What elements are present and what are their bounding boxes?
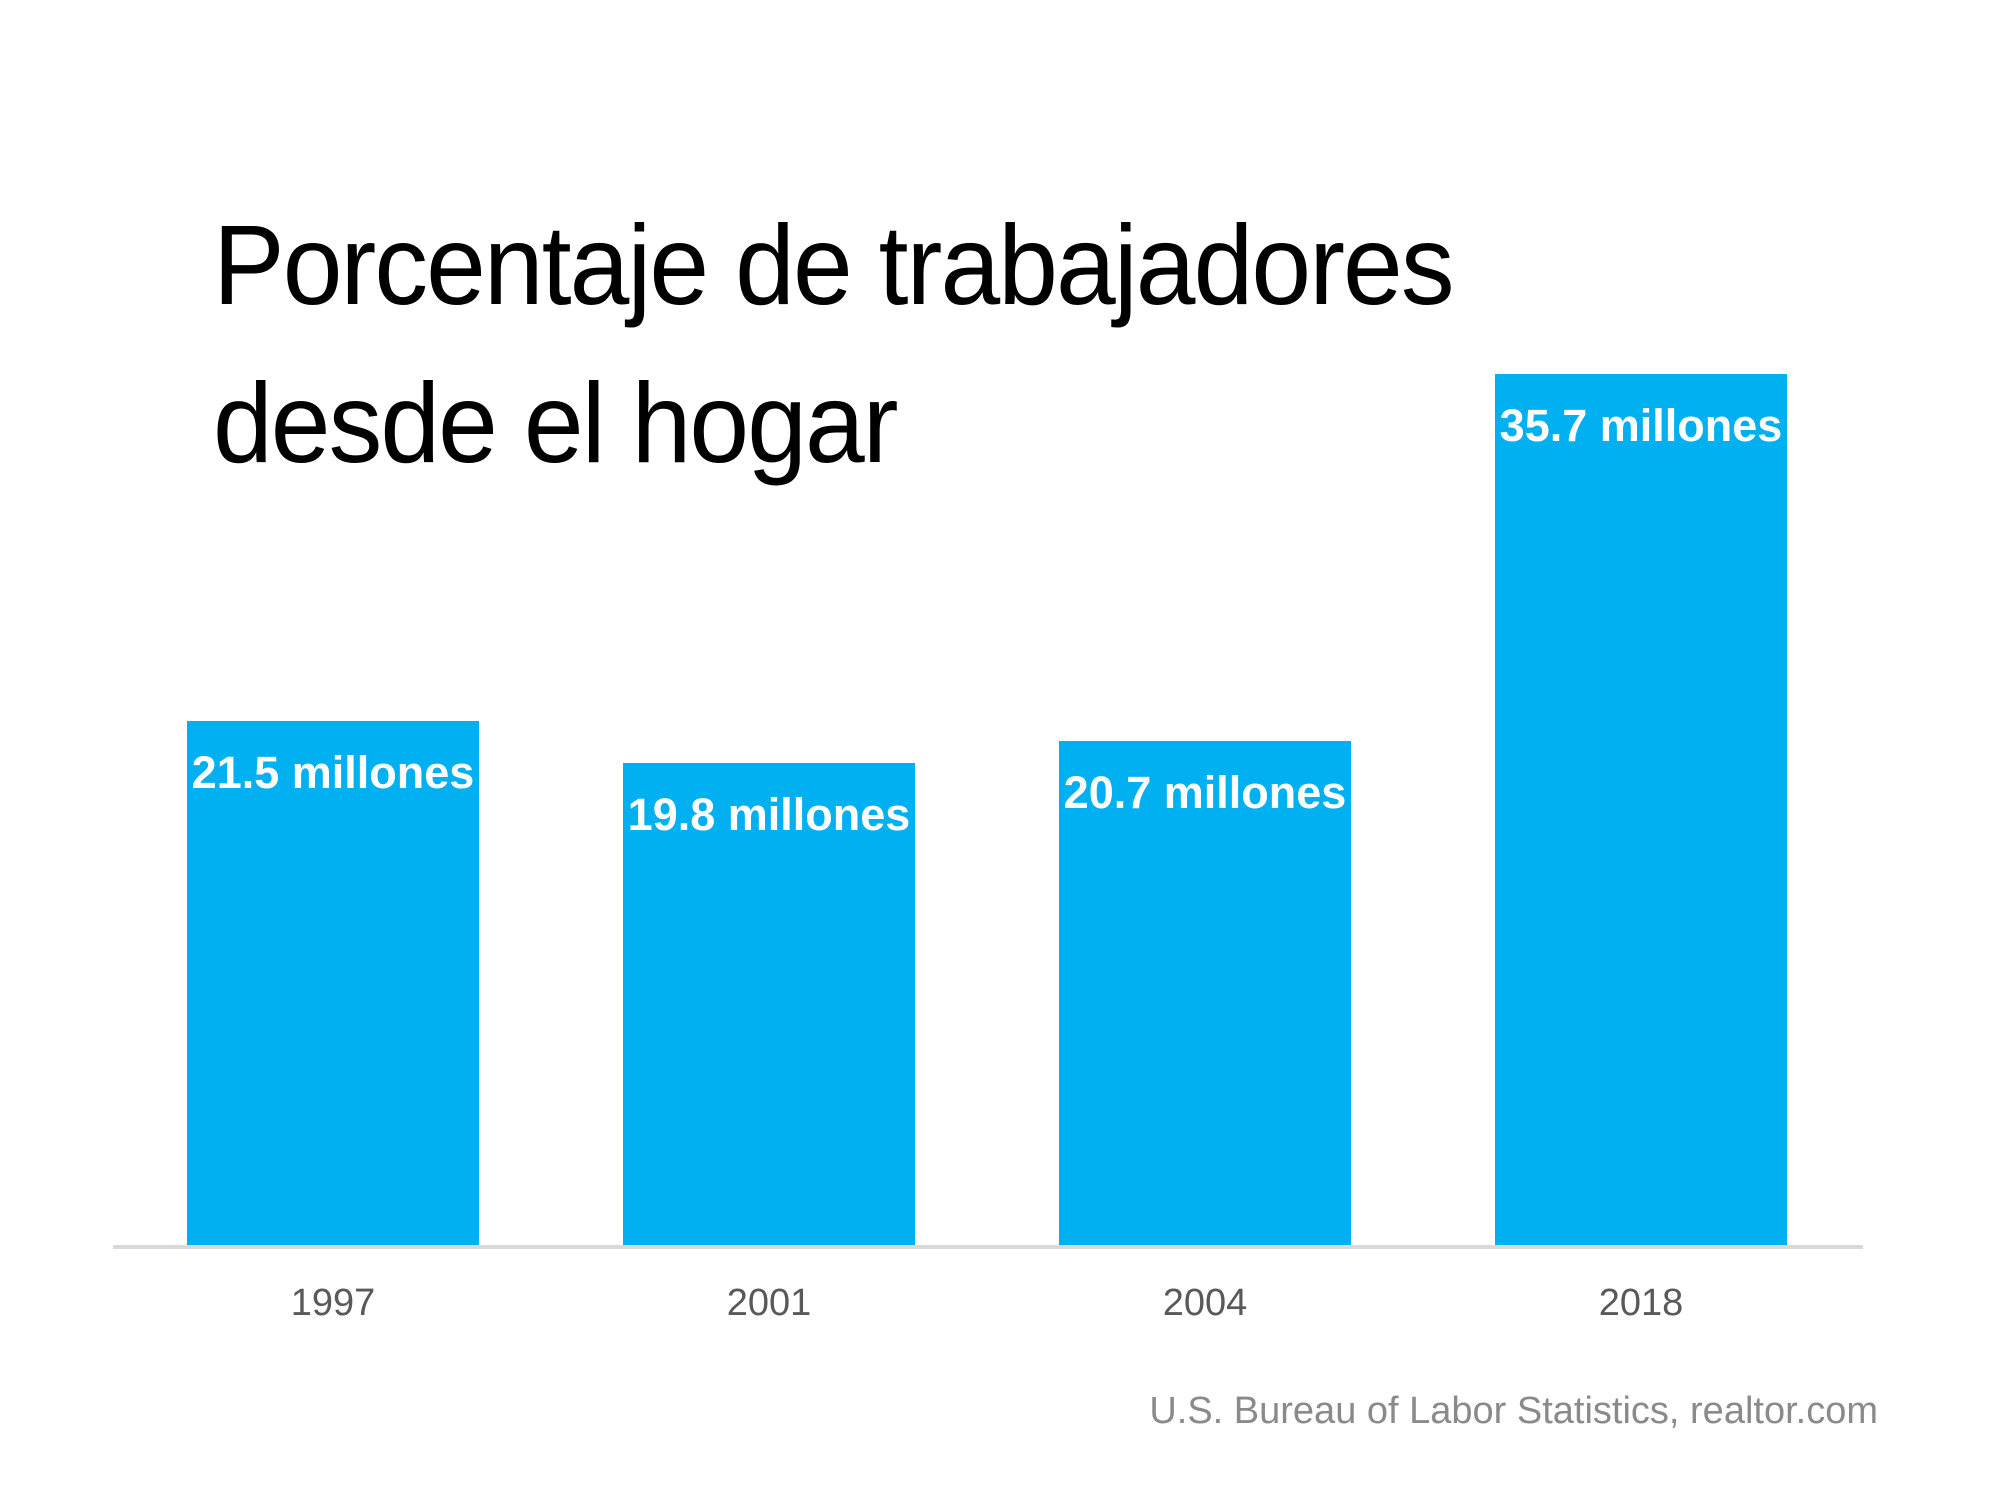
bar-2018: 35.7 millones (1495, 374, 1787, 1247)
source-attribution: U.S. Bureau of Labor Statistics, realtor… (1149, 1390, 1878, 1432)
x-axis-tick-label: 2004 (1162, 1282, 1248, 1324)
bar-2001: 19.8 millones (623, 763, 915, 1247)
chart-title: Porcentaje de trabajadores desde el hoga… (213, 186, 1455, 502)
x-axis-line (113, 1245, 1863, 1249)
chart-title-line-2: desde el hogar (213, 359, 899, 486)
x-axis-tick-label: 2001 (726, 1282, 812, 1324)
chart-title-line-1: Porcentaje de trabajadores (213, 201, 1455, 328)
bar-value-label: 21.5 millones (191, 747, 475, 798)
bar-2004: 20.7 millones (1059, 741, 1351, 1247)
x-axis-tick-label: 1997 (290, 1282, 376, 1324)
bar-value-label: 19.8 millones (627, 789, 911, 840)
x-axis-tick-label: 2018 (1598, 1282, 1684, 1324)
bar-1997: 21.5 millones (187, 721, 479, 1247)
bar-value-label: 20.7 millones (1063, 767, 1347, 818)
bar-value-label: 35.7 millones (1499, 400, 1783, 451)
